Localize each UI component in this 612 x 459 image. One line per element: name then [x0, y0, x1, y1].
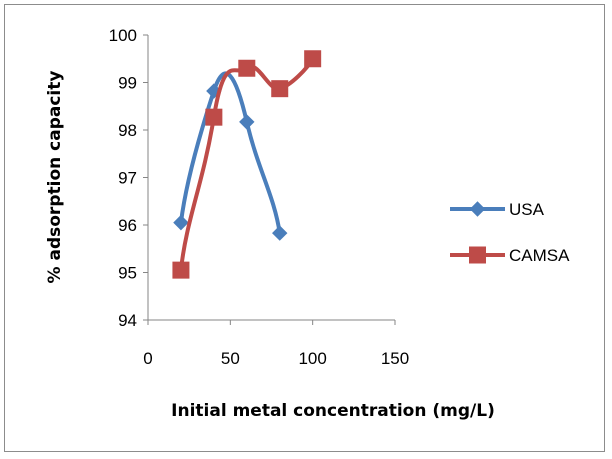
legend-label: CAMSA	[509, 246, 570, 265]
y-axis-title: % adsorption capacity	[45, 71, 65, 284]
series-line	[178, 71, 282, 236]
chart-frame	[4, 4, 605, 452]
data-point	[304, 50, 322, 68]
x-tick-label: 0	[143, 349, 152, 368]
y-tick-label: 98	[118, 121, 137, 140]
x-axis-title: Initial metal concentration (mg/L)	[171, 401, 495, 421]
legend-marker	[469, 201, 486, 217]
legend-item-usa: USA	[450, 200, 545, 219]
x-tick-label: 100	[298, 349, 326, 368]
legend-label: USA	[509, 200, 545, 219]
series-camsa	[172, 50, 322, 279]
data-point	[173, 214, 189, 231]
axes: 94 95 96 97 98 99 100 0 50 100 150	[109, 26, 410, 368]
series-layer	[172, 50, 322, 279]
x-tick-label: 50	[221, 349, 240, 368]
data-point	[238, 59, 256, 77]
legend: USA CAMSA	[450, 200, 570, 265]
y-tick-label: 96	[118, 216, 137, 235]
series-line	[178, 56, 315, 273]
legend-item-camsa: CAMSA	[450, 246, 570, 265]
y-tick-label: 99	[118, 74, 137, 93]
y-tick-label: 94	[118, 311, 137, 330]
x-tick-label: 150	[381, 349, 409, 368]
data-point	[239, 114, 255, 130]
data-point	[205, 108, 223, 126]
y-tick-label: 97	[118, 169, 137, 188]
data-point	[172, 261, 190, 279]
data-point	[271, 80, 289, 98]
data-point	[272, 225, 288, 241]
y-tick-label: 95	[118, 264, 137, 283]
legend-marker	[469, 246, 486, 264]
y-tick-label: 100	[109, 26, 137, 45]
